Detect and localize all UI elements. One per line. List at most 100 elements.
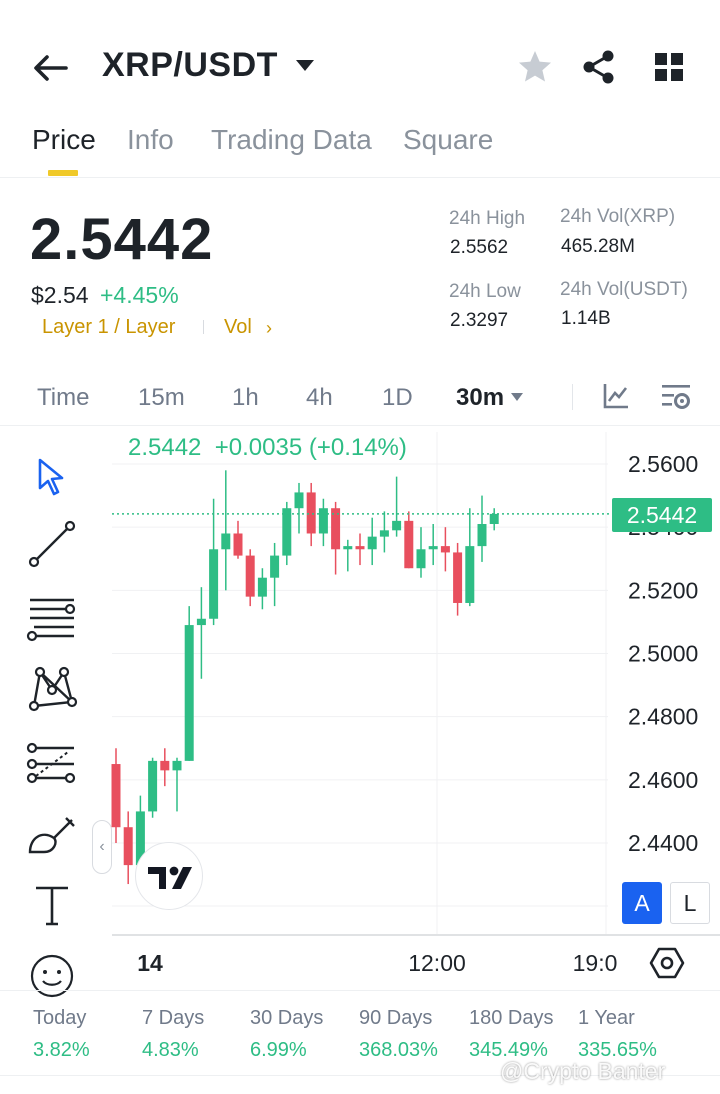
- candle-body: [392, 520, 402, 531]
- watermark: @Crypto Banter: [500, 1058, 666, 1084]
- candle-body: [221, 533, 231, 550]
- candle-body: [453, 552, 463, 603]
- vol-link[interactable]: Vol: [224, 316, 252, 338]
- interval-dropdown-caret-icon[interactable]: [510, 392, 524, 402]
- interval-1d[interactable]: 1D: [382, 384, 413, 411]
- 24h-high-label: 24h High: [449, 208, 526, 229]
- perf-value: 368.03%: [359, 1039, 438, 1061]
- candle-body: [196, 618, 206, 626]
- candle-body: [343, 546, 353, 550]
- y-axis-tick-label: 2.4400: [628, 830, 698, 856]
- 24h-low-label: 24h Low: [449, 281, 521, 302]
- page-tabs: Price Info Trading Data Square: [0, 118, 720, 178]
- pair-title[interactable]: XRP/USDT: [102, 46, 278, 84]
- chevron-right-icon[interactable]: ›: [266, 318, 272, 338]
- last-price: 2.5442: [30, 207, 214, 272]
- interval-4h[interactable]: 4h: [306, 384, 333, 411]
- perf-label: Today: [33, 1007, 87, 1029]
- candle-body: [148, 760, 158, 812]
- 24h-vol-quote-value: 1.14B: [561, 308, 611, 329]
- favorite-star-icon[interactable]: [516, 48, 554, 86]
- interval-bar: Time 15m 1h 4h 1D 30m: [0, 372, 720, 426]
- candle-body: [111, 764, 121, 828]
- candle-body: [367, 536, 377, 550]
- y-axis-tick-label: 2.4600: [628, 767, 698, 793]
- candle-body: [257, 577, 267, 597]
- 24h-vol-base-label: 24h Vol(XRP): [560, 206, 676, 227]
- candle-body: [209, 549, 219, 619]
- interval-selected[interactable]: 30m: [456, 384, 505, 411]
- perf-value: 335.65%: [578, 1039, 657, 1061]
- ohlc-readout: 2.5442 +0.0035 (+0.14%): [128, 434, 407, 461]
- candle-body: [477, 524, 487, 547]
- chart-settings-hexagon-icon[interactable]: [648, 944, 686, 982]
- candle-body: [306, 492, 316, 534]
- trend-line-icon[interactable]: [24, 516, 80, 572]
- candle-body: [270, 555, 280, 578]
- candle-body: [282, 508, 292, 556]
- divider: [203, 320, 204, 334]
- y-axis-tick-label: 2.5200: [628, 577, 698, 603]
- perf-label: 90 Days: [359, 1007, 433, 1029]
- tab-trading-data[interactable]: Trading Data: [211, 124, 372, 155]
- pair-dropdown-caret-icon[interactable]: [294, 58, 316, 74]
- x-axis-tick-label: 12:00: [408, 950, 466, 976]
- perf-label: 7 Days: [142, 1007, 205, 1029]
- candle-body: [135, 811, 145, 866]
- collapse-toolbar-button[interactable]: ‹: [92, 820, 112, 874]
- candle-body: [331, 508, 341, 550]
- candle-body: [416, 549, 426, 569]
- 24h-vol-quote-label: 24h Vol(USDT): [560, 279, 688, 300]
- tradingview-logo-icon: [148, 866, 192, 889]
- cursor-icon[interactable]: [24, 448, 80, 504]
- pattern-tool-icon[interactable]: [24, 660, 80, 716]
- perf-label: 30 Days: [250, 1007, 324, 1029]
- candle-body: [489, 513, 499, 525]
- text-tool-icon[interactable]: [24, 878, 80, 934]
- category-tag[interactable]: Layer 1 / Layer: [42, 316, 176, 338]
- y-axis-tick-label: 2.4800: [628, 704, 698, 730]
- y-axis-tick-label: 2.5600: [628, 451, 698, 477]
- emoji-icon[interactable]: [24, 948, 80, 1004]
- perf-label: 180 Days: [469, 1007, 554, 1029]
- share-icon[interactable]: [580, 48, 618, 86]
- candle-body: [160, 760, 170, 771]
- usd-price: $2.54: [31, 282, 89, 308]
- tab-square[interactable]: Square: [403, 124, 494, 155]
- candle-body: [379, 530, 389, 537]
- chart-settings-icon[interactable]: [660, 382, 692, 412]
- active-tab-indicator: [48, 170, 78, 176]
- tab-info[interactable]: Info: [127, 124, 174, 155]
- fibonacci-tool-icon[interactable]: [24, 736, 80, 792]
- price-change-percent: +4.45%: [100, 282, 179, 308]
- divider: [572, 384, 573, 410]
- candle-body: [172, 760, 182, 771]
- log-scale-button[interactable]: L: [670, 882, 710, 924]
- interval-15m[interactable]: 15m: [138, 384, 185, 411]
- tab-price[interactable]: Price: [32, 124, 96, 155]
- indicators-icon[interactable]: [602, 382, 630, 410]
- interval-time[interactable]: Time: [37, 384, 90, 411]
- performance-row: Today 3.82% 7 Days 4.83% 30 Days 6.99% 9…: [0, 990, 720, 1076]
- candle-body: [465, 546, 475, 603]
- horizontal-lines-icon[interactable]: [24, 590, 80, 646]
- candlestick-chart[interactable]: 2.56002.54002.52002.50002.48002.46002.44…: [0, 428, 720, 992]
- x-axis-tick-label: 19:0: [573, 950, 618, 976]
- interval-1h[interactable]: 1h: [232, 384, 259, 411]
- candle-body: [123, 827, 133, 866]
- back-arrow-icon[interactable]: [30, 50, 70, 86]
- candle-body: [404, 520, 414, 569]
- 24h-vol-base-value: 465.28M: [561, 236, 635, 257]
- candle-body: [184, 625, 194, 761]
- perf-value: 345.49%: [469, 1039, 548, 1061]
- perf-value: 6.99%: [250, 1039, 307, 1061]
- auto-scale-button[interactable]: A: [622, 882, 662, 924]
- candle-body: [440, 546, 450, 553]
- last-price-badge: 2.5442: [612, 498, 712, 532]
- perf-value: 3.82%: [33, 1039, 90, 1061]
- y-axis-tick-label: 2.5000: [628, 641, 698, 667]
- brush-icon[interactable]: [24, 808, 80, 864]
- layout-grid-icon[interactable]: [652, 50, 686, 84]
- 24h-high-value: 2.5562: [450, 237, 509, 258]
- tradingview-logo: [135, 842, 203, 910]
